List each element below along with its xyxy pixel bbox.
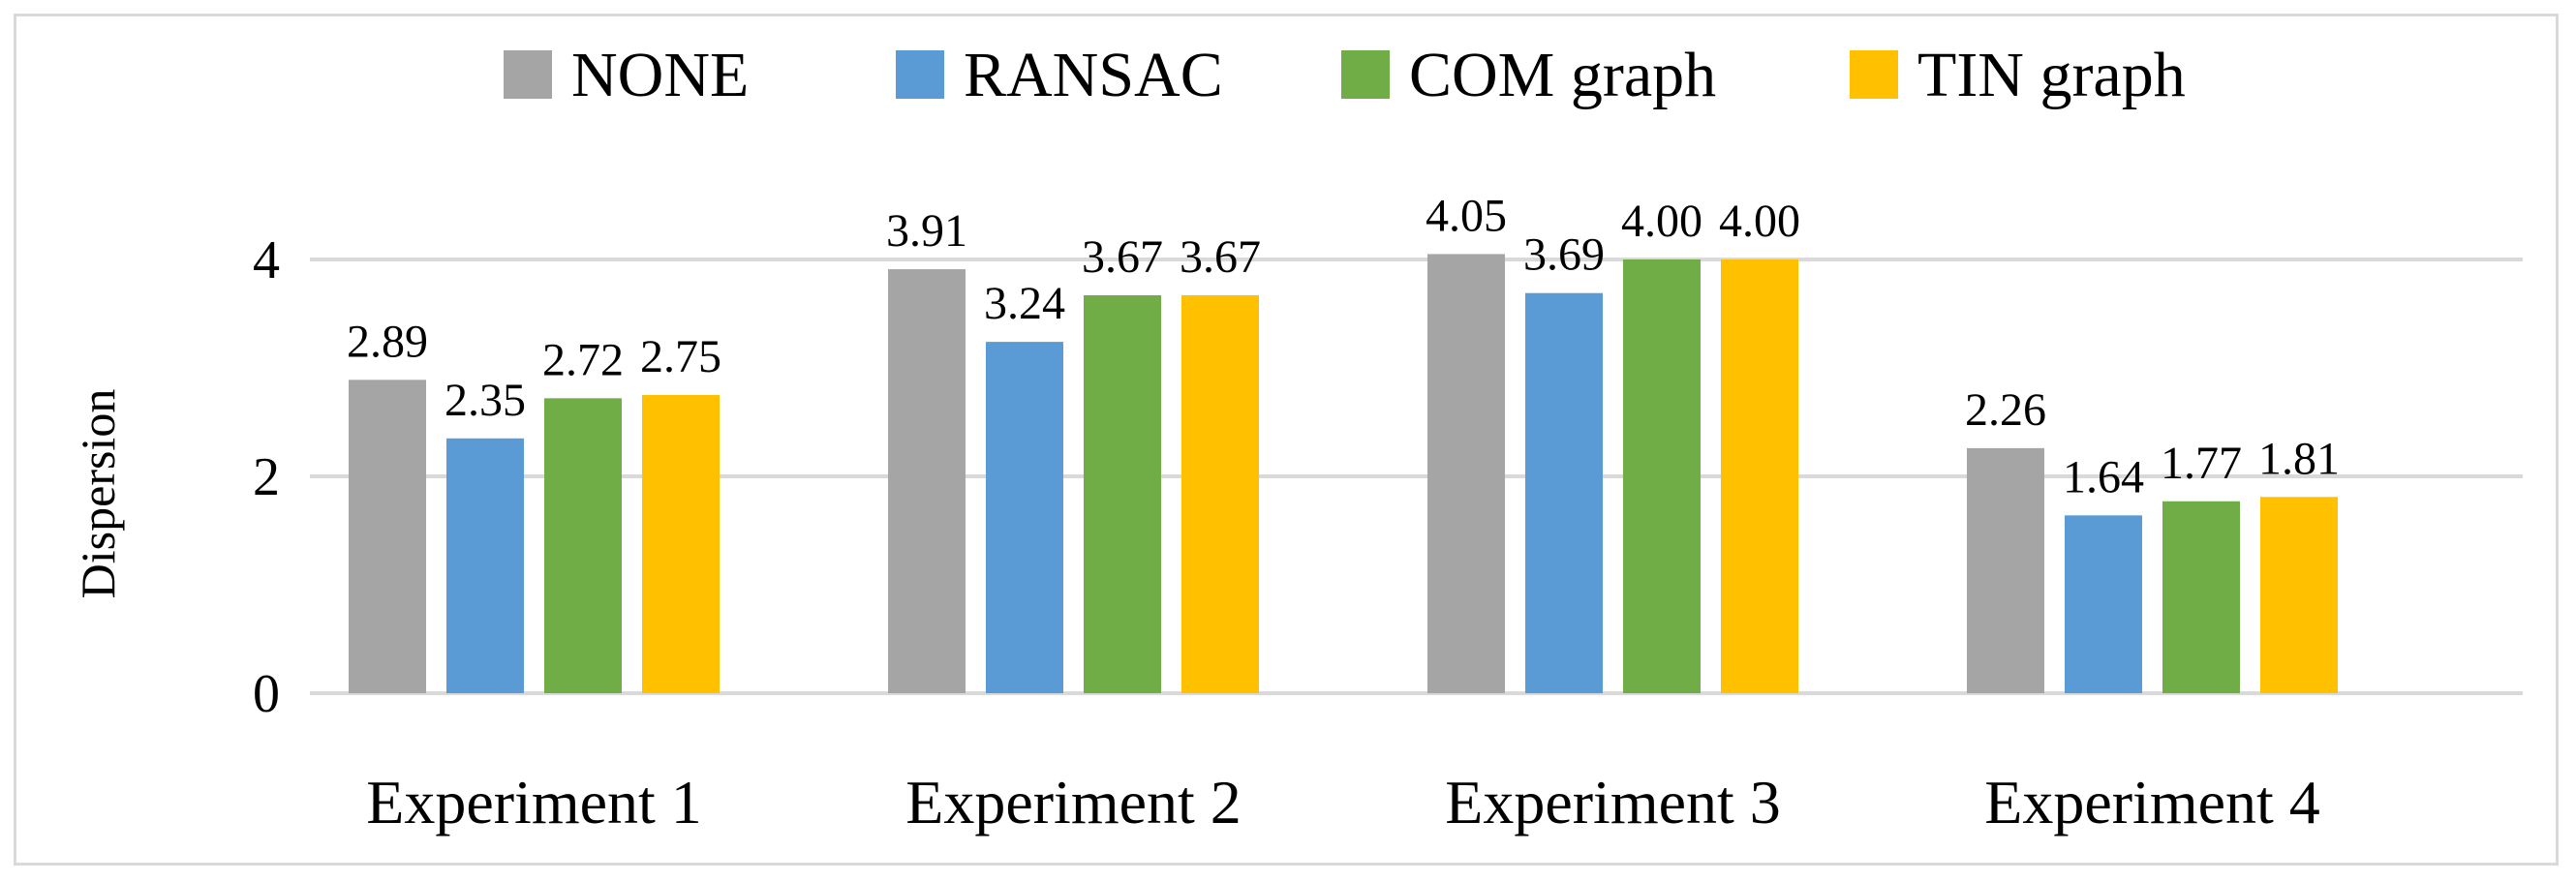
bar-tin-graph [642,395,720,693]
y-tick-label: 2 [253,447,280,507]
bar-com-graph [2162,501,2240,693]
data-label: 2.72 [542,334,624,385]
bar-none [888,269,966,693]
bar-ransac [1525,292,1603,693]
legend: NONE RANSAC COM graph TIN graph [504,40,2186,110]
data-label: 2.35 [445,375,526,426]
data-label: 4.05 [1426,190,1507,241]
legend-swatch [1341,50,1390,99]
bar-com-graph [544,398,622,693]
legend-swatch [504,50,552,99]
legend-label: NONE [571,40,749,110]
data-label: 2.26 [1965,384,2046,436]
y-axis-title: Dispersion [71,389,125,599]
legend-label: TIN graph [1917,40,2186,110]
bar-ransac [2065,515,2142,693]
y-tick-label: 4 [253,230,280,290]
bar-ransac [446,438,524,693]
bar-tin-graph [1181,294,1259,693]
data-label: 1.64 [2063,451,2144,502]
data-label: 3.69 [1523,229,1605,281]
bar-tin-graph [1721,259,1798,693]
data-labels: 2.89 2.35 2.72 2.75 3.91 3.24 3.67 3.67 4.05 3.69… [347,190,2340,502]
legend-label: COM graph [1409,40,1716,110]
x-tick-label: Experiment 1 [366,768,702,836]
x-tick-label: Experiment 4 [1984,768,2320,836]
x-tick-label: Experiment 3 [1445,768,1781,836]
bars [349,254,2338,693]
chart-frame [14,14,2559,866]
data-label: 2.75 [640,331,721,382]
data-label: 1.81 [2258,433,2340,484]
data-label: 3.24 [984,278,1065,329]
data-label: 4.00 [1719,196,1800,247]
data-label: 2.89 [347,316,428,367]
bar-com-graph [1084,294,1161,693]
bar-tin-graph [2260,497,2338,693]
bar-none [1967,447,2044,693]
legend-swatch [896,50,944,99]
y-axis-ticks: 0 2 4 [253,230,280,724]
legend-label: RANSAC [964,40,1223,110]
x-axis-tick-labels: Experiment 1 Experiment 2 Experiment 3 Expe… [366,768,2320,836]
data-label: 3.67 [1082,231,1163,283]
data-label: 3.91 [886,205,967,257]
bar-com-graph [1623,259,1701,693]
data-label: 3.67 [1180,231,1261,283]
data-label: 1.77 [2161,438,2242,489]
y-tick-label: 0 [253,664,280,724]
legend-swatch [1850,50,1898,99]
bar-none [1427,254,1505,693]
x-tick-label: Experiment 2 [905,768,1242,836]
data-label: 4.00 [1621,196,1702,247]
bar-none [349,380,426,693]
bar-ransac [986,342,1063,693]
